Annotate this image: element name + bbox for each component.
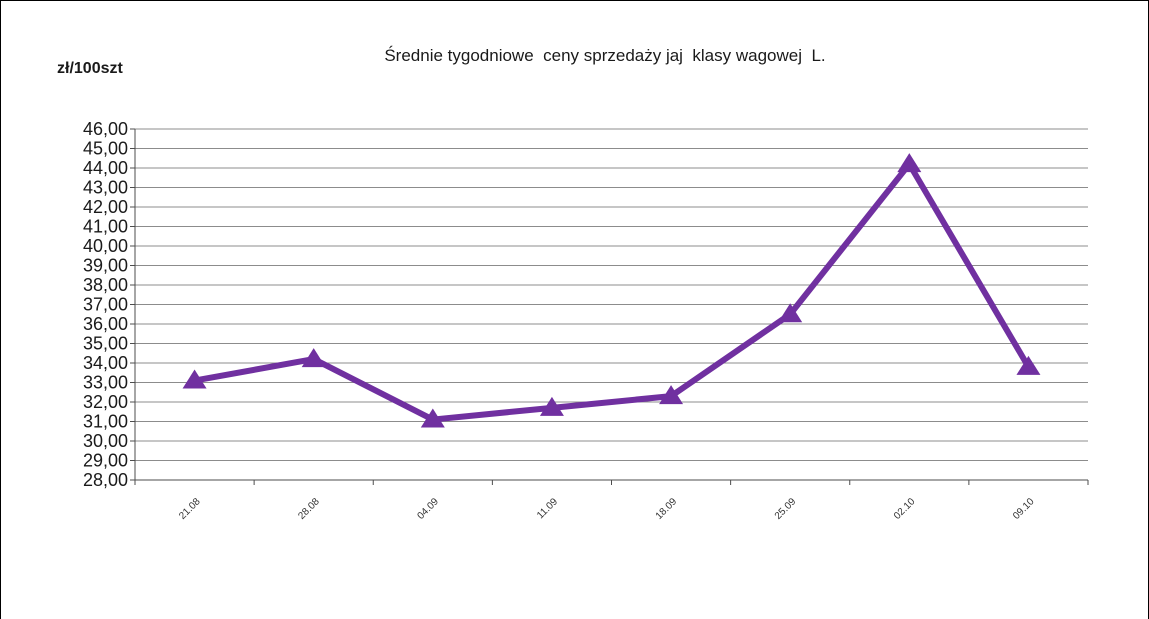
y-tick-label: 28,00 <box>83 470 128 490</box>
y-tick-label: 30,00 <box>83 431 128 451</box>
y-tick-label: 42,00 <box>83 197 128 217</box>
y-tick-label: 43,00 <box>83 178 128 198</box>
y-tick-label: 40,00 <box>83 236 128 256</box>
y-tick-labels: 28,0029,0030,0031,0032,0033,0034,0035,00… <box>83 119 128 490</box>
y-tick-label: 45,00 <box>83 139 128 159</box>
x-tick-labels: 21.08 28.08 04.09 11.09 18.09 25.09 02.10 09.10 <box>177 496 1037 522</box>
series-line <box>191 161 1032 423</box>
y-tick-label: 34,00 <box>83 353 128 373</box>
data-point-marker <box>182 369 207 389</box>
y-tick-label: 33,00 <box>83 373 128 393</box>
y-tick-label: 46,00 <box>83 119 128 139</box>
x-tick-label: 21.08 <box>177 496 203 522</box>
x-tick-label: 18.09 <box>654 496 680 522</box>
y-tick-label: 38,00 <box>83 275 128 295</box>
y-tick-label: 39,00 <box>83 256 128 276</box>
data-point-markers <box>182 153 1041 428</box>
data-point-marker <box>539 396 564 416</box>
data-point-marker <box>1016 355 1041 375</box>
y-tick-label: 32,00 <box>83 392 128 412</box>
data-point-marker <box>420 408 445 428</box>
gridlines <box>135 128 1088 461</box>
y-tick-label: 44,00 <box>83 158 128 178</box>
y-tick-label: 29,00 <box>83 451 128 471</box>
y-tick-label: 31,00 <box>83 412 128 432</box>
y-tick-label: 41,00 <box>83 217 128 237</box>
series-price-line <box>191 161 1032 423</box>
x-tick-label: 04.09 <box>415 496 441 522</box>
x-tick-label: 25.09 <box>773 496 799 522</box>
data-point-marker <box>659 385 684 405</box>
x-tick-label: 09.10 <box>1011 496 1037 522</box>
data-point-marker <box>301 348 326 368</box>
data-point-marker <box>897 153 922 173</box>
y-axis-unit-label: zł/100szt <box>57 60 123 77</box>
y-tick-label: 37,00 <box>83 295 128 315</box>
data-point-marker <box>778 303 803 323</box>
x-tick-label: 11.09 <box>535 496 560 521</box>
y-tick-label: 35,00 <box>83 334 128 354</box>
x-tick-label: 02.10 <box>892 496 918 522</box>
axes <box>130 128 1089 485</box>
chart-title: Średnie tygodniowe ceny sprzedaży jaj kl… <box>384 46 826 65</box>
x-tick-label: 28.08 <box>296 496 322 522</box>
y-tick-label: 36,00 <box>83 314 128 334</box>
